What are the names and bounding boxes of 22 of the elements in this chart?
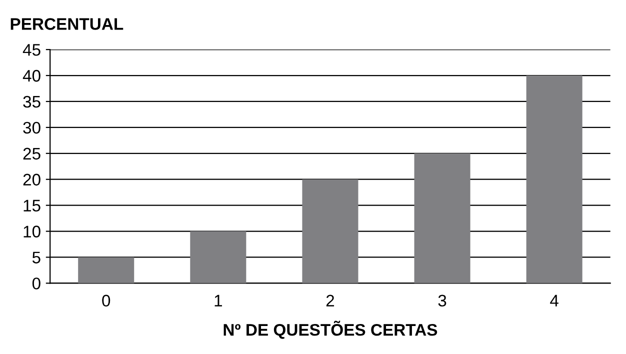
x-axis-title: Nº DE QUESTÕES CERTAS (224, 320, 438, 339)
x-tick-label: 1 (214, 294, 222, 306)
bar (526, 76, 582, 284)
y-tick-label: 5 (32, 252, 40, 264)
x-tick-label: 2 (326, 294, 334, 306)
bar (78, 257, 134, 284)
bar (414, 153, 470, 284)
y-tick-label: 45 (22, 44, 40, 56)
bar (302, 179, 358, 284)
x-tick-label: 0 (102, 294, 110, 307)
y-tick-label: 35 (23, 96, 40, 108)
x-tick-label: 3 (438, 294, 446, 307)
y-tick-label: 10 (24, 226, 40, 238)
y-tick-label: 0 (32, 278, 40, 290)
x-tick-label: 4 (550, 294, 558, 306)
y-tick-label: 30 (23, 122, 40, 134)
y-tick-label: 20 (23, 174, 40, 186)
bar (190, 231, 246, 284)
y-tick-label: 40 (22, 70, 40, 82)
y-tick-label: 15 (24, 200, 40, 212)
y-tick-label: 25 (23, 148, 40, 160)
y-axis-title: PERCENTUAL (10, 18, 124, 30)
